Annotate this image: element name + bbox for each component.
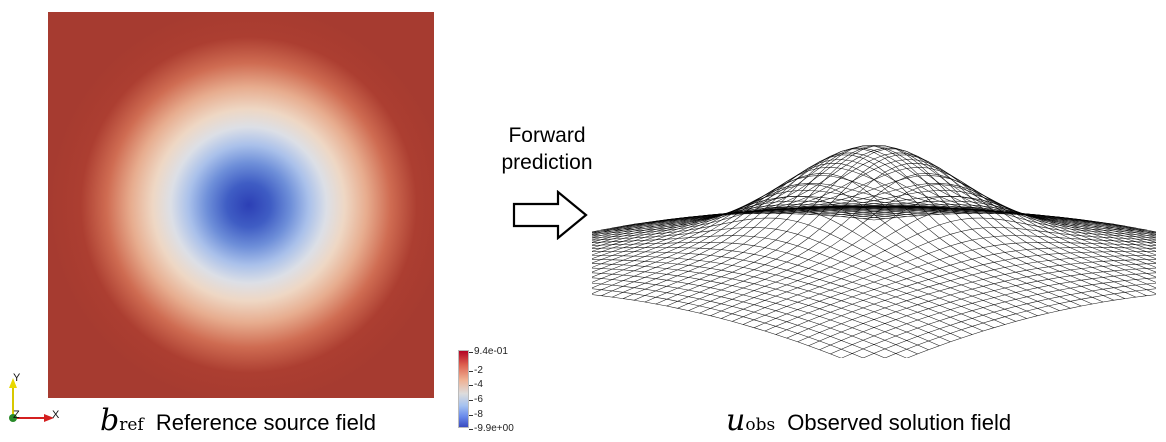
solution-field-caption: uobs Observed solution field: [726, 406, 1012, 438]
mesh-line: [753, 242, 1156, 328]
colorbar-tick-label: -4: [469, 379, 483, 390]
mesh-line: [592, 259, 951, 343]
mesh-line: [884, 288, 1156, 358]
forward-prediction-label: Forward prediction: [486, 122, 608, 176]
mesh-line: [830, 209, 1156, 239]
mesh-line: [592, 288, 864, 358]
caption-symbol: b: [100, 403, 120, 438]
mesh-line: [592, 184, 1060, 311]
mesh-line: [623, 148, 1104, 303]
mesh-line: [688, 166, 1156, 289]
mesh-line: [592, 206, 962, 249]
mesh-line: [830, 272, 1156, 355]
mesh-line: [873, 213, 1156, 233]
mesh-line: [592, 195, 1049, 314]
mesh-line: [612, 154, 1093, 305]
mesh-line: [592, 267, 929, 351]
axis-z-label: Z: [13, 409, 20, 421]
mesh-line: [808, 263, 1156, 346]
mesh-line: [592, 235, 1006, 325]
mesh-line: [797, 259, 1156, 343]
source-field-caption: bref Reference source field: [100, 406, 376, 438]
axis-y-label: Y: [13, 372, 21, 384]
mesh-line: [592, 282, 886, 358]
mesh-line: [592, 294, 842, 358]
mesh-line: [592, 251, 973, 335]
mesh-line: [592, 207, 1038, 316]
mesh-line: [592, 255, 962, 339]
mesh-line: [592, 263, 940, 346]
mesh-line: [742, 235, 1156, 325]
mesh-line: [592, 247, 984, 332]
arrow-label-line1: Forward: [508, 124, 586, 147]
colorbar-tick-label: -2: [469, 365, 483, 376]
mesh-line: [592, 204, 995, 260]
arrow-label-line2: prediction: [501, 151, 593, 174]
mesh-line: [786, 206, 1156, 249]
mesh-line: [677, 173, 1156, 309]
mesh-line: [688, 184, 1156, 311]
mesh-line: [633, 145, 1115, 301]
caption-subscript: obs: [745, 415, 776, 435]
mesh-line: [721, 217, 1156, 319]
mesh-line: [592, 166, 1060, 289]
caption-subscript: ref: [119, 415, 144, 435]
colorbar-max-label: 9.4e-01: [469, 346, 508, 357]
mesh-line: [644, 148, 1125, 303]
mesh-line: [764, 247, 1156, 332]
mesh-line: [862, 282, 1156, 358]
mesh-line: [633, 145, 1115, 301]
mesh-line: [592, 209, 918, 239]
mesh-line: [906, 294, 1156, 358]
axis-triad: [9, 378, 54, 422]
mesh-line: [592, 242, 995, 328]
colorbar-tick-label: -6: [469, 394, 483, 405]
mesh-line: [655, 154, 1136, 305]
mesh-line: [819, 267, 1156, 351]
caption-text: Observed solution field: [787, 410, 1012, 435]
mesh-line: [592, 272, 918, 355]
axis-x-label: X: [52, 409, 60, 421]
mesh-line: [592, 227, 1016, 322]
colorbar-tick-label: -8: [469, 409, 483, 420]
mesh-line: [592, 213, 875, 233]
mesh-line: [841, 277, 1156, 358]
mesh-line: [592, 217, 1027, 319]
source-field-heatmap: [48, 12, 434, 398]
mesh-line: [666, 162, 1147, 307]
mesh-line: [601, 162, 1082, 307]
colorbar-min-label: -9.9e+00: [469, 423, 514, 434]
mesh-line: [753, 204, 1156, 260]
solution-surface-wireframe: [592, 145, 1156, 358]
colorbar: [458, 350, 469, 428]
caption-text: Reference source field: [155, 410, 376, 435]
mesh-line: [592, 173, 1071, 309]
mesh-line: [732, 227, 1156, 322]
mesh-line: [710, 207, 1156, 316]
mesh-line: [786, 255, 1156, 339]
caption-symbol: u: [726, 403, 746, 438]
mesh-line: [775, 251, 1156, 335]
mesh-line: [699, 195, 1156, 314]
right-arrow-icon: [512, 190, 588, 240]
mesh-line: [592, 277, 907, 358]
